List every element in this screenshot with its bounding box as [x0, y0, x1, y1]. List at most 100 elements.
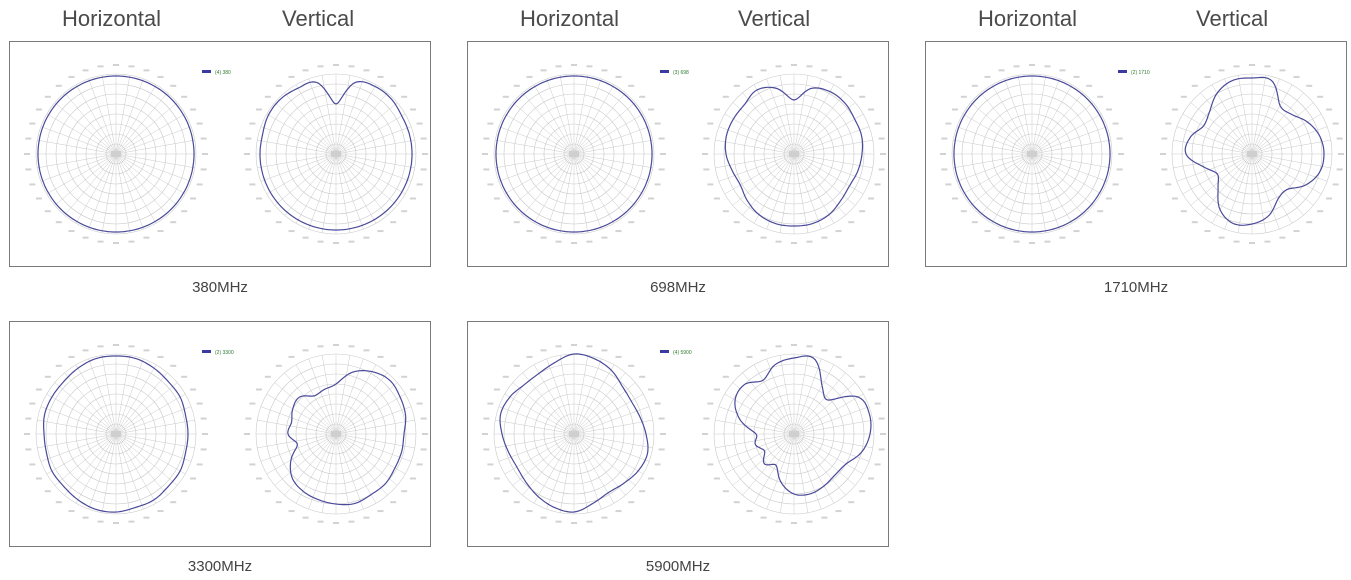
center-marker: [111, 431, 121, 437]
angle-tick-mark: [1171, 108, 1178, 111]
grid-spoke: [1251, 153, 1304, 216]
angle-tick-mark: [200, 417, 207, 420]
angle-tick-mark: [941, 137, 948, 140]
grid-spoke: [266, 393, 337, 435]
grid-spoke: [573, 153, 644, 195]
grid-spoke: [793, 433, 835, 504]
panel-1710mhz: (2) 1710: [925, 41, 1347, 267]
angle-tick-mark: [157, 355, 164, 358]
angle-tick-mark: [24, 153, 30, 155]
angle-tick-mark: [29, 183, 36, 186]
angle-tick-mark: [401, 210, 408, 213]
angle-tick-mark: [317, 345, 324, 348]
grid-spoke: [1031, 126, 1108, 155]
angle-tick-mark: [526, 355, 533, 358]
grid-spoke: [1190, 102, 1253, 155]
grid-spoke: [559, 433, 575, 513]
angle-tick-mark: [658, 137, 665, 140]
angle-tick-mark: [483, 448, 490, 451]
angle-tick-mark: [615, 230, 622, 233]
grid-spoke: [793, 358, 822, 435]
grid-spoke: [546, 358, 575, 435]
angle-tick-mark: [1191, 221, 1198, 224]
grid-spoke: [793, 102, 856, 155]
angle-tick-mark: [628, 84, 635, 87]
grid-spoke: [1031, 75, 1047, 155]
angle-tick-mark: [202, 153, 208, 155]
angle-tick-mark: [848, 221, 855, 224]
grid-spoke: [793, 153, 870, 182]
angle-tick-mark: [200, 168, 207, 171]
grid-spoke: [779, 355, 795, 435]
grid-spoke: [115, 433, 178, 486]
angle-tick-mark: [249, 183, 256, 186]
grid-spoke: [115, 153, 131, 233]
grid-spoke: [1251, 153, 1322, 195]
grid-spoke: [115, 433, 168, 496]
grid-spoke: [274, 102, 337, 155]
angle-tick-mark: [410, 108, 417, 111]
grid-spoke: [1251, 92, 1304, 155]
angle-tick-mark: [746, 75, 753, 78]
angle-tick-mark: [571, 242, 577, 244]
polar-pair-1710mhz: (2) 1710: [940, 64, 1344, 244]
grid-spoke: [953, 153, 1033, 169]
grid-spoke: [284, 153, 337, 216]
angle-tick-mark: [806, 65, 813, 68]
grid-spoke: [266, 113, 337, 155]
angle-tick-mark: [835, 230, 842, 233]
angle-tick-mark: [190, 477, 197, 480]
angle-tick-mark: [487, 463, 494, 466]
angle-tick-mark: [44, 210, 51, 213]
grid-spoke: [559, 355, 575, 435]
grid-spoke: [1200, 153, 1253, 216]
grid-spoke: [54, 102, 117, 155]
angle-tick-mark: [1293, 230, 1300, 233]
angle-tick-mark: [707, 122, 714, 125]
angle-tick-mark: [806, 520, 813, 523]
angle-tick-mark: [363, 69, 370, 72]
angle-tick-mark: [1161, 168, 1168, 171]
grid-spoke: [257, 419, 337, 435]
angle-tick-mark: [1279, 69, 1286, 72]
angle-tick-mark: [654, 183, 661, 186]
grid-spoke: [115, 406, 192, 435]
angle-tick-mark: [302, 236, 309, 239]
grid-spoke: [64, 153, 117, 216]
caption-380mhz: 380MHz: [192, 279, 248, 296]
pattern-horizontal: [43, 355, 189, 513]
legend-swatch: [202, 70, 211, 73]
angle-tick-mark: [82, 236, 89, 239]
angle-tick-mark: [82, 69, 89, 72]
grid-spoke: [793, 153, 835, 224]
pattern-horizontal: [499, 353, 649, 513]
grid-spoke: [335, 433, 351, 513]
angle-tick-mark: [821, 69, 828, 72]
grid-spoke: [335, 406, 412, 435]
angle-tick-mark: [775, 345, 782, 348]
angle-tick-mark: [68, 75, 75, 78]
grid-spoke: [573, 364, 615, 435]
angle-tick-mark: [951, 197, 958, 200]
grid-spoke: [1031, 153, 1108, 182]
grid-spoke: [793, 153, 809, 233]
grid-spoke: [793, 372, 846, 435]
center-marker: [569, 431, 579, 437]
grid-spoke: [88, 78, 117, 155]
angle-tick-mark: [1279, 236, 1286, 239]
angle-tick-mark: [55, 501, 62, 504]
grid-spoke: [766, 433, 795, 510]
angle-tick-mark: [255, 108, 262, 111]
angle-tick-mark: [288, 75, 295, 78]
center-marker: [331, 151, 341, 157]
angle-tick-mark: [1165, 122, 1172, 125]
grid-spoke: [1251, 153, 1328, 182]
angle-tick-mark: [1097, 95, 1104, 98]
angle-tick-mark: [128, 520, 135, 523]
angle-tick-mark: [35, 197, 42, 200]
grid-spoke: [991, 84, 1033, 155]
grid-spoke: [335, 433, 364, 510]
grid-spoke: [335, 364, 377, 435]
angle-tick-mark: [422, 153, 428, 155]
grid-spoke: [1031, 153, 1102, 195]
